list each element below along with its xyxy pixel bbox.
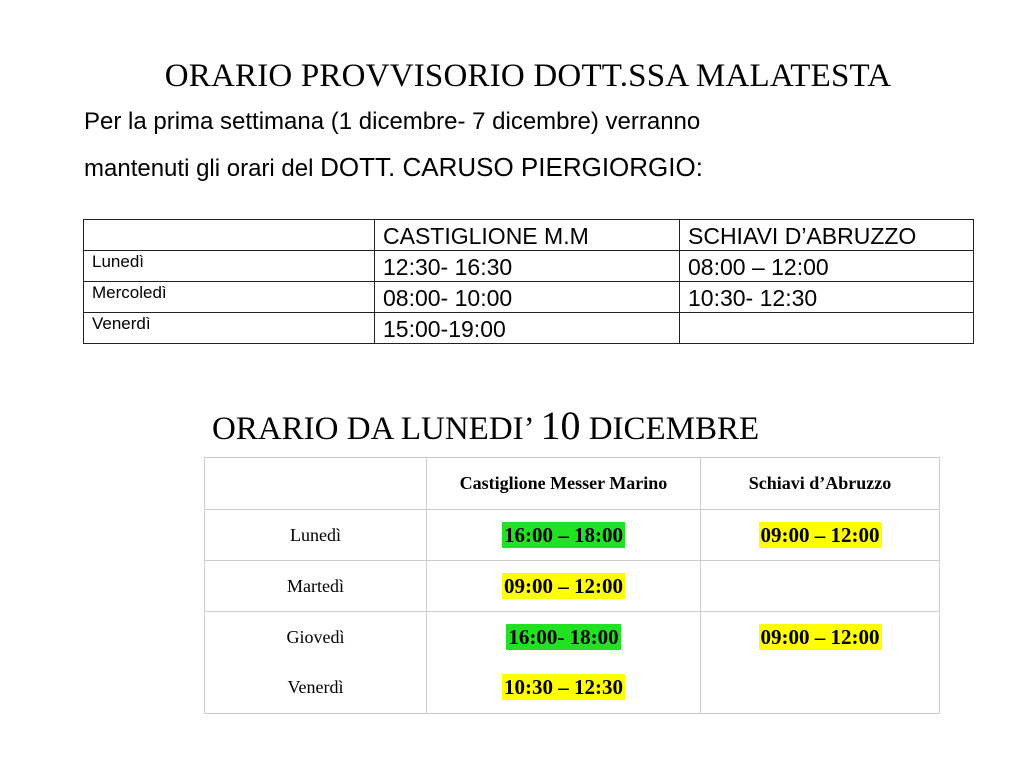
time-cell: 09:00 – 12:00: [700, 611, 940, 663]
day-cell: Venerdì: [83, 312, 375, 344]
day-cell: Venerdì: [204, 662, 427, 714]
intro-line-1: Per la prima settimana (1 dicembre- 7 di…: [84, 108, 701, 135]
time-cell: 09:00 – 12:00: [700, 509, 940, 561]
day-cell: Giovedì: [204, 611, 427, 663]
page-title: ORARIO PROVVISORIO DOTT.SSA MALATESTA: [164, 58, 892, 94]
time-cell: 09:00 – 12:00: [426, 560, 701, 612]
table-row: Lunedì 16:00 – 18:00 09:00 – 12:00: [204, 509, 940, 561]
header-cell: Castiglione Messer Marino: [426, 457, 701, 510]
day-cell: Mercoledì: [83, 281, 375, 313]
title-day-number: 10: [540, 403, 581, 448]
header-cell: SCHIAVI D’ABRUZZO: [679, 219, 974, 251]
time-highlight: 16:00 – 18:00: [502, 521, 625, 548]
title-part: DICEMBRE: [580, 411, 760, 447]
day-cell: Martedì: [204, 560, 427, 612]
schedule-table: Castiglione Messer Marino Schiavi d’Abru…: [204, 457, 940, 714]
header-cell: [83, 219, 375, 251]
table-header-row: CASTIGLIONE M.M SCHIAVI D’ABRUZZO: [83, 219, 974, 251]
table-row: Lunedì 12:30- 16:30 08:00 – 12:00: [83, 250, 974, 282]
table-row: Giovedì 16:00- 18:00 09:00 – 12:00: [204, 611, 940, 663]
time-cell: 12:30- 16:30: [374, 250, 680, 282]
time-cell: [700, 662, 940, 714]
time-cell: 10:30- 12:30: [679, 281, 974, 313]
time-cell: 16:00- 18:00: [426, 611, 701, 663]
header-cell: CASTIGLIONE M.M: [374, 219, 680, 251]
table-row: Mercoledì 08:00- 10:00 10:30- 12:30: [83, 281, 974, 313]
table-header-row: Castiglione Messer Marino Schiavi d’Abru…: [204, 457, 940, 510]
table-row: Venerdì 10:30 – 12:30: [204, 662, 940, 714]
doctor-name: DOTT. CARUSO PIERGIORGIO: [320, 152, 696, 182]
time-highlight: 16:00- 18:00: [506, 623, 621, 650]
intro-text: mantenuti gli orari del: [84, 155, 321, 182]
time-cell: 08:00 – 12:00: [679, 250, 974, 282]
table-row: Martedì 09:00 – 12:00: [204, 560, 940, 612]
title-part: ORARIO DA LUNEDI’: [212, 411, 541, 447]
time-cell: 08:00- 10:00: [374, 281, 680, 313]
section-title: ORARIO DA LUNEDI’ 10 DICEMBRE: [212, 402, 759, 449]
provisional-schedule-table: CASTIGLIONE M.M SCHIAVI D’ABRUZZO Lunedì…: [83, 219, 974, 344]
intro-line-2: mantenuti gli orari del DOTT. CARUSO PIE…: [84, 152, 703, 183]
header-cell: [204, 457, 427, 510]
time-highlight: 10:30 – 12:30: [502, 674, 625, 701]
time-highlight: 09:00 – 12:00: [758, 623, 882, 650]
table-row: Venerdì 15:00-19:00: [83, 312, 974, 344]
header-cell: Schiavi d’Abruzzo: [700, 457, 940, 510]
colon: :: [695, 152, 703, 182]
time-cell: 15:00-19:00: [374, 312, 680, 344]
day-cell: Lunedì: [204, 509, 427, 561]
time-cell: 10:30 – 12:30: [426, 662, 701, 714]
time-highlight: 09:00 – 12:00: [502, 572, 625, 599]
time-cell: [700, 560, 940, 612]
day-cell: Lunedì: [83, 250, 375, 282]
time-cell: [679, 312, 974, 344]
time-highlight: 09:00 – 12:00: [758, 521, 882, 548]
time-cell: 16:00 – 18:00: [426, 509, 701, 561]
